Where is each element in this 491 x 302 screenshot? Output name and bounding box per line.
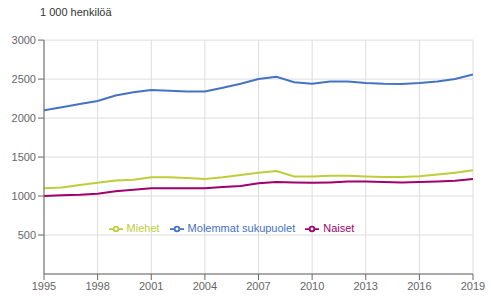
svg-text:2007: 2007: [246, 280, 270, 292]
svg-text:2500: 2500: [12, 73, 36, 85]
svg-text:2019: 2019: [461, 280, 483, 292]
svg-text:1995: 1995: [32, 280, 56, 292]
html-text:1 000 henkilöä: 1 000 henkilöä: [40, 6, 112, 18]
svg-text:2016: 2016: [407, 280, 431, 292]
svg-text:2001: 2001: [139, 280, 163, 292]
svg-text:1000: 1000: [12, 190, 36, 202]
svg-text:2013: 2013: [354, 280, 378, 292]
svg-text:1500: 1500: [12, 151, 36, 163]
svg-text:500: 500: [18, 229, 36, 241]
html-text:Molemmat sukupuolet: Molemmat sukupuolet: [187, 222, 296, 234]
svg-text:2000: 2000: [12, 112, 36, 124]
svg-text:3000: 3000: [12, 34, 36, 46]
svg-text:2004: 2004: [193, 280, 217, 292]
svg-text:1998: 1998: [85, 280, 109, 292]
html-text:Naiset: Naiset: [323, 222, 355, 234]
html-text:Miehet: Miehet: [126, 222, 160, 234]
svg-text:2010: 2010: [300, 280, 324, 292]
